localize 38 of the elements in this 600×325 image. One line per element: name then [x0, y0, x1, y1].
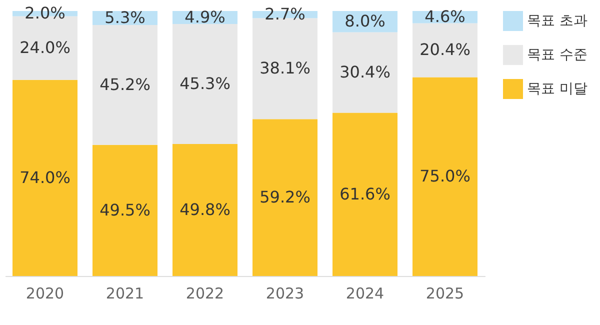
bar — [412, 23, 478, 78]
x-tick-label: 2023 — [266, 284, 304, 302]
data-label: 2.7% — [264, 4, 306, 24]
data-label: 24.0% — [20, 38, 70, 58]
legend-label: 목표 미달 — [527, 81, 588, 97]
data-label: 61.6% — [340, 184, 390, 204]
legend-label: 목표 수준 — [527, 47, 588, 63]
data-label: 38.1% — [260, 58, 310, 78]
data-label: 75.0% — [420, 166, 470, 186]
data-label: 49.5% — [100, 200, 150, 220]
x-tick-label: 2021 — [106, 284, 144, 302]
bar — [252, 119, 318, 276]
legend-label: 목표 초과 — [527, 13, 588, 29]
data-label: 45.3% — [180, 74, 230, 94]
data-label: 5.3% — [104, 8, 146, 28]
bar — [92, 25, 158, 145]
bar — [12, 80, 78, 276]
x-tick-label: 2024 — [346, 284, 384, 302]
data-label: 8.0% — [344, 12, 386, 31]
bar — [412, 77, 478, 276]
data-label: 45.2% — [100, 74, 150, 94]
data-label: 4.6% — [424, 7, 466, 26]
bar — [332, 32, 398, 113]
data-label: 30.4% — [340, 62, 390, 82]
data-label: 4.9% — [184, 7, 226, 26]
bar — [92, 144, 158, 276]
bar — [252, 18, 318, 120]
x-tick-label: 2020 — [26, 284, 64, 302]
data-label: 59.2% — [260, 188, 310, 207]
x-tick-label: 2025 — [426, 284, 464, 302]
data-label: 2.0% — [24, 4, 66, 23]
data-label: 20.4% — [420, 40, 470, 60]
bar — [332, 112, 398, 276]
data-label: 74.0% — [20, 168, 70, 187]
data-label: 49.8% — [180, 200, 230, 220]
x-tick-label: 2022 — [186, 284, 224, 302]
bar — [172, 24, 238, 144]
bar — [172, 144, 238, 276]
